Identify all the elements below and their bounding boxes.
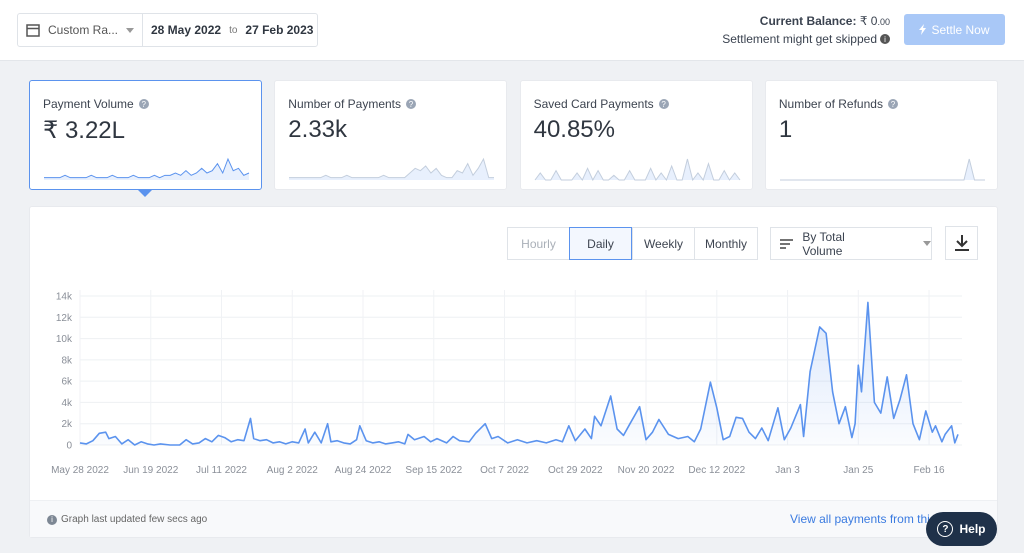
chart-panel [29,206,998,538]
y-tick-label: 12k [56,313,73,324]
help-icon: ? [887,99,898,109]
start-date[interactable]: 28 May 2022 [151,23,222,37]
card-label-text: Number of Payments [288,97,402,111]
sparkline-area [44,159,249,180]
range-label: Custom Ra... [48,23,119,37]
sparkline [779,158,985,181]
card-label-text: Saved Card Payments [533,97,654,111]
end-date[interactable]: 27 Feb 2023 [245,23,314,37]
y-tick-label: 4k [61,398,73,409]
metric-card[interactable]: Payment Volume? ₹ 3.22L [29,80,262,190]
metric-card[interactable]: Number of Refunds? 1 [764,80,998,190]
x-tick-label: Jan 3 [775,465,800,476]
card-label: Payment Volume? [43,97,149,111]
x-tick-label: Aug 24 2022 [335,465,392,476]
y-tick-label: 0 [66,441,72,452]
sort-label: By Total Volume [802,229,845,258]
sort-select[interactable]: By Total Volume [770,227,932,260]
selected-pointer [138,190,152,197]
x-tick-label: Aug 2 2022 [267,465,319,476]
caret [126,27,135,33]
granularity-button[interactable]: Daily [569,227,632,260]
view-all-link[interactable]: View all payments from this [790,512,936,526]
y-tick-label: 2k [61,419,73,430]
help-icon: ? [658,99,669,109]
sparkline [534,158,740,182]
sparkline [289,157,495,180]
bolt-icon [919,24,927,35]
x-tick-label: Jul 11 2022 [196,465,247,476]
chart-footer [30,500,997,537]
x-tick-label: Dec 12 2022 [688,465,745,476]
card-value: 2.33k [288,116,348,143]
help-icon: ? [138,99,149,109]
card-label: Number of Refunds? [779,97,898,111]
sparkline-line [289,157,495,179]
info-icon[interactable]: i [880,34,890,44]
x-tick-label: Oct 7 2022 [480,465,529,476]
x-tick-label: Sep 15 2022 [405,465,462,476]
to-label: to [229,24,238,36]
card-label-text: Payment Volume [43,97,134,111]
x-tick-label: Jun 19 2022 [123,465,178,476]
balance-amount: ₹ 0 [859,14,878,28]
date-range[interactable]: Custom Ra... 28 May 2022 to 27 Feb 2023 [17,13,318,47]
x-tick-label: Jan 25 [843,465,873,476]
metric-card[interactable]: Number of Payments? 2.33k [274,80,508,190]
y-tick-label: 8k [61,355,73,366]
card-label-text: Number of Refunds [778,97,883,111]
granularity-button[interactable]: Monthly [694,227,758,260]
sparkline [44,157,250,180]
balance: Current Balance: ₹ 0.00 Settlement might… [722,14,890,46]
y-tick-label: 6k [61,377,73,388]
y-tick-label: 10k [56,334,73,345]
granularity-button[interactable]: Hourly [507,227,570,260]
settle-button[interactable]: Settle Now [904,14,1005,45]
sparkline-line [779,158,985,181]
x-tick-label: Feb 16 [913,465,945,476]
calendar-icon [26,24,40,37]
x-tick-label: May 28 2022 [51,465,109,476]
range-select[interactable]: Custom Ra... [18,14,143,46]
help-label: Help [959,522,986,536]
card-value: ₹ 3.22L [43,117,125,144]
card-label: Number of Payments? [288,97,417,111]
data-line [79,301,959,446]
x-tick-label: Nov 20 2022 [618,465,675,476]
settlement-note: Settlement might get skipped [722,32,877,46]
sort-icon [780,238,794,249]
card-value: 1 [778,116,793,143]
settle-label: Settle Now [931,22,990,37]
help-icon: ? [406,99,417,109]
caret [923,241,931,246]
download-icon [954,235,969,251]
balance-decimals: .00 [877,17,890,27]
download-button[interactable] [945,226,978,260]
granularity-button[interactable]: Weekly [632,227,695,260]
card-value: 40.85% [533,116,615,143]
y-tick-label: 14k [56,292,73,303]
area-fill [80,302,958,445]
x-tick-label: Oct 29 2022 [548,465,603,476]
balance-label: Current Balance: [759,14,857,28]
update-note: i Graph last updated few secs ago [47,514,207,525]
metric-card[interactable]: Saved Card Payments? 40.85% [519,80,753,190]
sparkline-line [534,158,740,182]
card-label: Saved Card Payments? [534,97,669,111]
update-text: Graph last updated few secs ago [61,514,208,525]
sparkline-line [44,157,250,179]
help-button[interactable]: ? Help [926,512,997,546]
